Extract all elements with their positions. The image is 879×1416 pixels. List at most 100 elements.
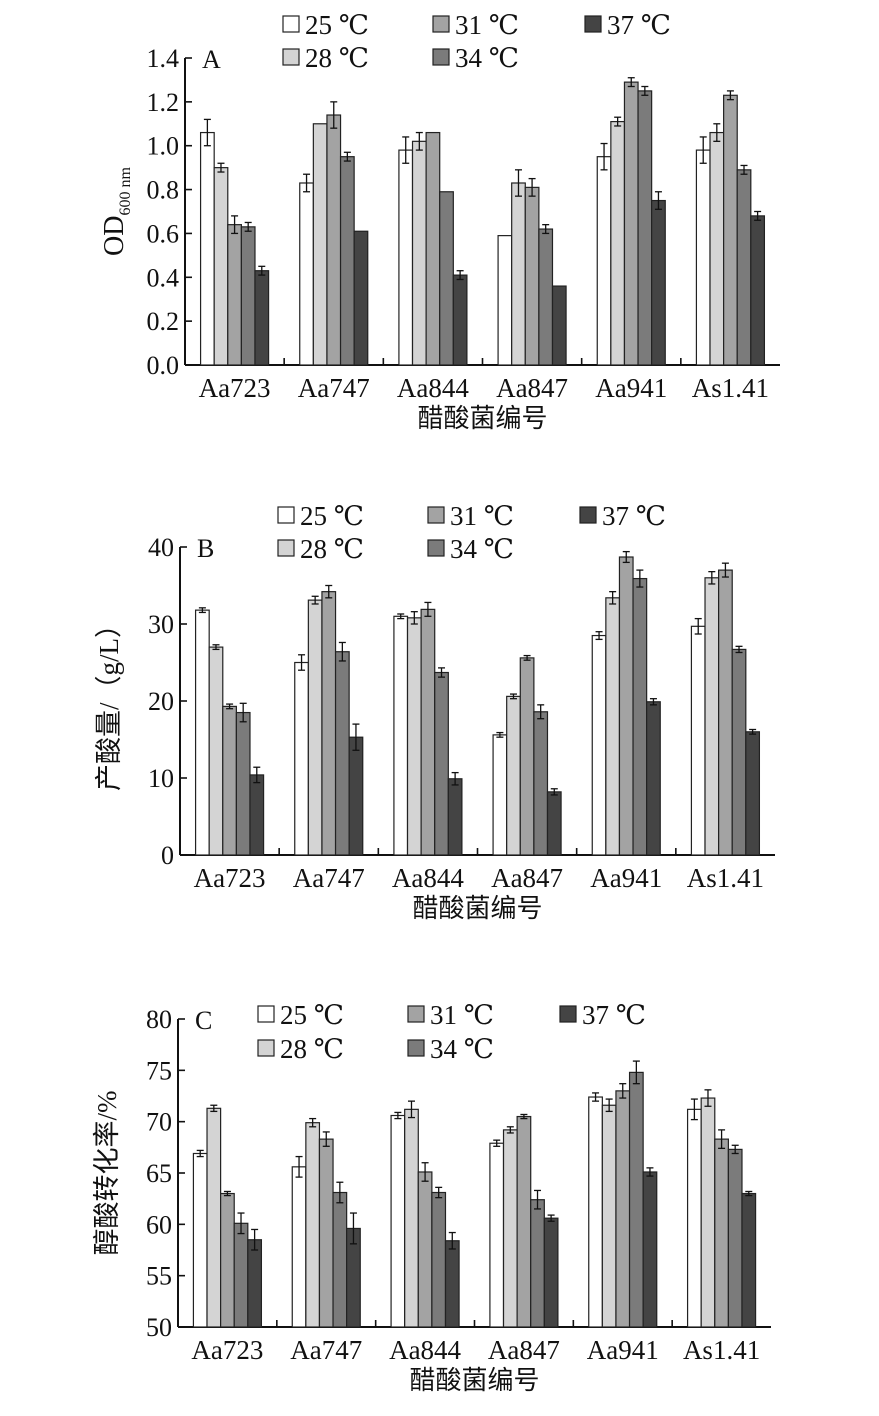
legend-label: 25 ℃	[300, 501, 364, 531]
legend-swatch-4	[584, 15, 602, 33]
bar-Aa941-3	[632, 577, 648, 856]
legend-swatch-1	[257, 1039, 275, 1057]
legend-swatch-0	[277, 506, 295, 524]
bar-Aa941-1	[601, 1104, 617, 1328]
bar-Aa847-3	[530, 1199, 545, 1328]
bar-As1.41-3	[731, 648, 747, 856]
legend-label: 34 ℃	[455, 43, 519, 73]
bar-Aa847-2	[516, 1115, 532, 1328]
bar-As1.41-0	[690, 625, 706, 856]
x-axis-label: 醋酸菌编号	[412, 894, 542, 923]
legend-label: 28 ℃	[305, 43, 369, 73]
bar-Aa723-0	[199, 131, 215, 366]
bar-Aa747-4	[348, 736, 364, 856]
x-tick-label: As1.41	[687, 863, 764, 893]
x-tick-label: Aa844	[397, 373, 469, 403]
bar-Aa941-4	[651, 199, 666, 366]
legend-swatch-0	[282, 15, 300, 33]
panel-label: C	[195, 1006, 212, 1035]
legend-swatch-3	[407, 1039, 425, 1057]
bar-Aa941-0	[588, 1096, 603, 1328]
bar-Aa723-3	[240, 226, 256, 366]
y-tick-label: 20	[148, 687, 174, 716]
bar-As1.41-4	[745, 731, 761, 856]
bar-Aa847-1	[506, 695, 521, 856]
y-tick-label: 55	[146, 1262, 172, 1291]
bar-Aa844-4	[447, 778, 463, 856]
bar-Aa747-2	[326, 114, 342, 366]
bar-Aa747-0	[294, 661, 309, 856]
bar-Aa747-0	[299, 182, 314, 366]
x-tick-label: Aa723	[194, 863, 266, 893]
y-tick-label: 40	[148, 533, 174, 562]
legend-swatch-4	[559, 1005, 577, 1023]
bar-Aa941-1	[610, 120, 626, 366]
bar-Aa723-3	[233, 1222, 249, 1328]
x-tick-label: Aa847	[488, 1335, 560, 1365]
y-tick-label: 0.8	[147, 176, 180, 205]
y-tick-label: 0.6	[147, 219, 180, 248]
chart-panel-B: 0 10 20 30 40 B Aa723 Aa747 Aa844 Aa847 Aa941 As1.4…	[94, 501, 775, 923]
chart-panel-C: 50 55 60 65 70 75 80 C Aa723 Aa747 Aa844 Aa847 Aa941…	[92, 1000, 771, 1395]
bar-Aa847-4	[546, 791, 562, 856]
bar-Aa847-1	[502, 1129, 518, 1328]
bar-Aa847-2	[524, 186, 540, 366]
bar-Aa747-0	[291, 1166, 307, 1328]
bar-Aa941-3	[628, 1071, 644, 1328]
bar-Aa747-3	[334, 651, 350, 856]
bar-Aa723-1	[206, 1107, 222, 1328]
bar-As1.41-3	[736, 169, 752, 366]
bar-Aa847-4	[543, 1217, 559, 1328]
bar-Aa747-4	[353, 230, 369, 366]
y-tick-label: 0.0	[147, 351, 180, 380]
x-tick-label: Aa747	[293, 863, 365, 893]
bar-Aa844-2	[420, 608, 436, 856]
bar-As1.41-0	[695, 149, 711, 366]
legend: 25 ℃ 28 ℃ 31 ℃ 34 ℃ 37 ℃	[257, 1000, 646, 1064]
bar-Aa723-4	[249, 774, 265, 856]
bar-Aa941-4	[642, 1171, 658, 1328]
x-tick-label: Aa747	[298, 373, 370, 403]
legend-label: 37 ℃	[607, 10, 671, 40]
x-tick-label: Aa847	[491, 863, 563, 893]
x-tick-label: Aa941	[587, 1335, 659, 1365]
bar-Aa723-4	[254, 270, 270, 366]
legend-swatch-2	[432, 15, 450, 33]
bar-Aa847-0	[497, 235, 513, 366]
bar-Aa941-2	[623, 81, 639, 366]
x-tick-label: Aa723	[191, 1335, 263, 1365]
bar-As1.41-1	[709, 131, 725, 366]
bar-Aa844-0	[390, 1114, 406, 1328]
legend-swatch-1	[277, 539, 295, 557]
bar-Aa844-1	[406, 617, 422, 856]
bar-Aa844-3	[434, 671, 449, 856]
bar-Aa847-0	[489, 1142, 505, 1328]
legend-swatch-0	[257, 1005, 275, 1023]
legend-label: 31 ℃	[450, 501, 514, 531]
bar-As1.41-2	[714, 1138, 729, 1328]
bar-Aa847-3	[538, 228, 554, 366]
legend-swatch-3	[432, 48, 450, 66]
y-tick-label: 0.2	[147, 307, 180, 336]
legend-swatch-2	[407, 1005, 425, 1023]
bar-Aa723-1	[213, 167, 229, 366]
y-tick-label: 60	[146, 1210, 172, 1239]
x-tick-label: As1.41	[683, 1335, 760, 1365]
bar-As1.41-4	[741, 1192, 757, 1328]
bar-Aa847-2	[519, 657, 535, 856]
y-axis-label-subscript: 600 nm	[117, 167, 134, 216]
bar-Aa747-3	[339, 156, 355, 366]
y-axis-label: 醇酸转化率/%	[92, 1091, 122, 1256]
y-tick-label: 0.4	[147, 263, 180, 292]
bar-Aa844-3	[431, 1191, 447, 1328]
bar-Aa747-1	[307, 599, 323, 856]
bar-Aa723-0	[194, 609, 210, 856]
bar-Aa723-0	[192, 1152, 208, 1328]
bar-Aa844-0	[393, 615, 409, 856]
x-axis-label: 醋酸菌编号	[409, 1366, 539, 1395]
y-tick-label: 30	[148, 610, 174, 639]
y-tick-label: 50	[146, 1313, 172, 1342]
legend-label: 34 ℃	[450, 534, 514, 564]
legend-label: 28 ℃	[300, 534, 364, 564]
